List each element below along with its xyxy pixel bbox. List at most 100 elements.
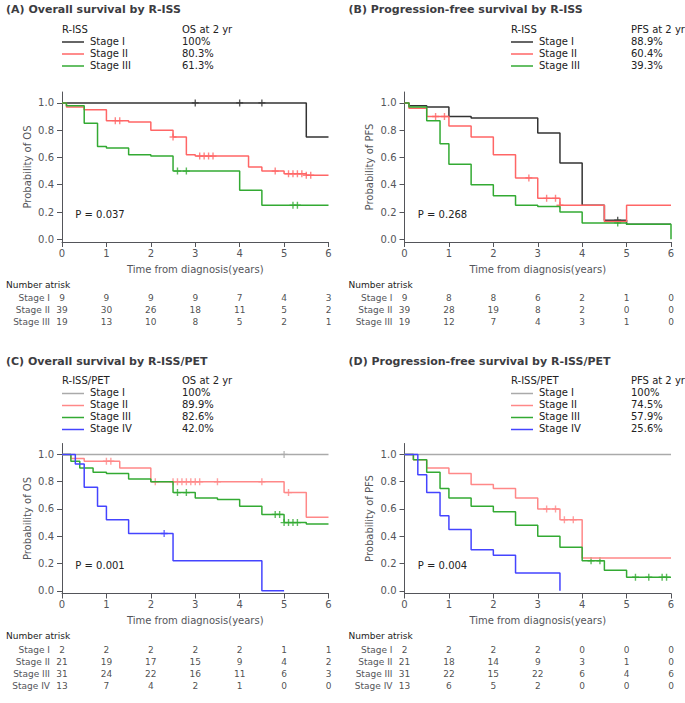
- svg-text:6: 6: [668, 599, 674, 610]
- svg-text:1: 1: [624, 317, 630, 327]
- svg-text:3: 3: [326, 293, 332, 303]
- svg-text:1: 1: [446, 599, 452, 610]
- svg-text:1: 1: [281, 645, 287, 655]
- svg-text:2: 2: [237, 645, 243, 655]
- svg-text:Stage III: Stage III: [90, 60, 131, 71]
- svg-text:0: 0: [401, 599, 407, 610]
- svg-text:1: 1: [103, 599, 109, 610]
- svg-text:3: 3: [579, 657, 585, 667]
- svg-text:Time from diagnosis(years): Time from diagnosis(years): [126, 264, 264, 275]
- svg-text:0: 0: [668, 305, 674, 315]
- svg-text:0: 0: [668, 681, 674, 691]
- svg-text:3: 3: [579, 317, 585, 327]
- svg-text:16: 16: [190, 669, 202, 679]
- svg-text:0.2: 0.2: [381, 558, 397, 569]
- svg-text:Stage I: Stage I: [90, 36, 125, 47]
- svg-text:5: 5: [623, 599, 629, 610]
- svg-text:4: 4: [236, 599, 242, 610]
- svg-text:12: 12: [443, 317, 454, 327]
- svg-text:0.4: 0.4: [381, 179, 397, 190]
- svg-text:Stage I: Stage I: [90, 387, 125, 398]
- svg-text:Stage II: Stage II: [539, 48, 577, 59]
- svg-text:Number atrisk: Number atrisk: [349, 280, 414, 290]
- svg-text:0.0: 0.0: [38, 234, 54, 245]
- svg-text:2: 2: [281, 317, 287, 327]
- svg-text:1: 1: [326, 317, 332, 327]
- svg-text:0.8: 0.8: [381, 476, 397, 487]
- svg-text:OS at 2 yr: OS at 2 yr: [182, 24, 233, 35]
- svg-text:0.8: 0.8: [38, 476, 54, 487]
- svg-text:22: 22: [145, 669, 156, 679]
- svg-text:Number atrisk: Number atrisk: [349, 631, 414, 641]
- svg-text:0.0: 0.0: [38, 585, 54, 596]
- svg-text:0: 0: [59, 248, 65, 259]
- svg-text:13: 13: [56, 681, 67, 691]
- svg-text:P = 0.001: P = 0.001: [75, 560, 124, 571]
- svg-text:1.0: 1.0: [38, 449, 54, 460]
- svg-text:Stage III: Stage III: [539, 411, 580, 422]
- svg-text:1.0: 1.0: [38, 97, 54, 108]
- svg-text:Stage II: Stage II: [90, 48, 128, 59]
- svg-text:4: 4: [535, 317, 541, 327]
- svg-text:82.6%: 82.6%: [182, 411, 214, 422]
- svg-text:3: 3: [535, 599, 541, 610]
- svg-text:2: 2: [59, 645, 65, 655]
- svg-text:Stage III: Stage III: [90, 411, 131, 422]
- svg-text:Stage III: Stage III: [356, 669, 393, 679]
- svg-text:24: 24: [101, 669, 113, 679]
- svg-text:Time from diagnosis(years): Time from diagnosis(years): [126, 615, 264, 626]
- svg-text:2: 2: [490, 248, 496, 259]
- svg-text:0.6: 0.6: [381, 503, 397, 514]
- svg-text:8: 8: [192, 317, 198, 327]
- svg-text:13: 13: [101, 317, 112, 327]
- svg-text:2: 2: [192, 681, 198, 691]
- svg-text:Probability of OS: Probability of OS: [22, 125, 33, 208]
- svg-text:4: 4: [281, 657, 287, 667]
- svg-text:R-ISS/PET: R-ISS/PET: [511, 375, 560, 386]
- svg-text:0.6: 0.6: [381, 152, 397, 163]
- svg-text:1: 1: [624, 657, 630, 667]
- svg-text:Time from diagnosis(years): Time from diagnosis(years): [468, 615, 606, 626]
- svg-text:7: 7: [237, 293, 243, 303]
- svg-text:R-ISS/PET: R-ISS/PET: [62, 375, 111, 386]
- svg-text:3: 3: [192, 248, 198, 259]
- svg-text:8: 8: [535, 305, 541, 315]
- svg-text:9: 9: [535, 657, 541, 667]
- svg-text:6: 6: [446, 681, 452, 691]
- svg-text:Stage III: Stage III: [356, 317, 393, 327]
- svg-text:89.9%: 89.9%: [182, 399, 214, 410]
- svg-text:30: 30: [101, 305, 113, 315]
- svg-text:5: 5: [281, 248, 287, 259]
- svg-text:2: 2: [402, 645, 408, 655]
- svg-text:5: 5: [490, 681, 496, 691]
- svg-text:3: 3: [535, 248, 541, 259]
- svg-text:4: 4: [579, 248, 585, 259]
- svg-text:Stage I: Stage I: [539, 36, 574, 47]
- svg-text:1.0: 1.0: [381, 449, 397, 460]
- svg-text:0.4: 0.4: [38, 179, 54, 190]
- svg-text:2: 2: [148, 248, 154, 259]
- svg-text:Stage II: Stage II: [358, 305, 392, 315]
- svg-text:Stage I: Stage I: [539, 387, 574, 398]
- svg-text:57.9%: 57.9%: [631, 411, 663, 422]
- svg-text:PFS at 2 yr: PFS at 2 yr: [631, 375, 685, 386]
- svg-text:80.3%: 80.3%: [182, 48, 214, 59]
- svg-text:0.4: 0.4: [38, 531, 54, 542]
- svg-text:4: 4: [624, 669, 630, 679]
- svg-text:11: 11: [234, 669, 245, 679]
- svg-text:100%: 100%: [182, 387, 211, 398]
- svg-text:7: 7: [104, 681, 110, 691]
- svg-text:Stage III: Stage III: [13, 317, 50, 327]
- svg-text:11: 11: [234, 305, 245, 315]
- svg-text:15: 15: [488, 669, 499, 679]
- svg-text:2: 2: [148, 645, 154, 655]
- svg-text:9: 9: [237, 657, 243, 667]
- svg-text:39: 39: [56, 305, 68, 315]
- svg-text:4: 4: [579, 599, 585, 610]
- svg-text:(C) Overall survival by R-ISS/: (C) Overall survival by R-ISS/PET: [6, 355, 208, 368]
- svg-text:0.6: 0.6: [38, 152, 54, 163]
- svg-text:0.4: 0.4: [381, 531, 397, 542]
- svg-text:0: 0: [624, 645, 630, 655]
- svg-text:2: 2: [535, 645, 541, 655]
- svg-text:R-ISS: R-ISS: [511, 24, 537, 35]
